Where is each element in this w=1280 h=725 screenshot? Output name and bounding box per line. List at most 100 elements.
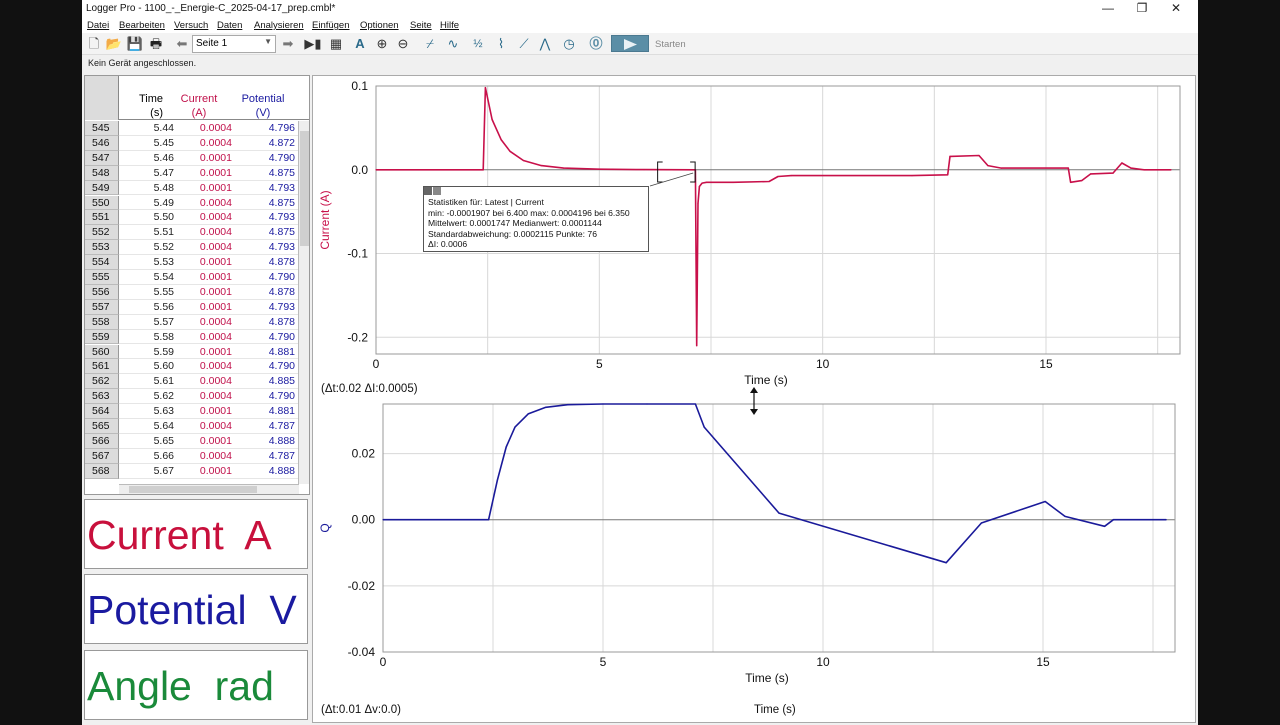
table-cell[interactable]: 5.63 <box>119 404 177 419</box>
linear-fit-icon[interactable]: ⟋ <box>519 36 529 51</box>
column-header-time[interactable]: Time (s) <box>103 92 163 120</box>
table-cell[interactable]: 5.44 <box>119 121 177 136</box>
table-row[interactable]: 549 5.48 0.0001 4.793 <box>85 180 298 196</box>
table-cell[interactable]: 4.881 <box>235 404 298 419</box>
table-row[interactable]: 556 5.55 0.0001 4.878 <box>85 284 298 300</box>
examine-icon[interactable]: ⌿ <box>426 36 434 51</box>
table-row[interactable]: 567 5.66 0.0004 4.787 <box>85 448 298 464</box>
table-row[interactable]: 561 5.60 0.0004 4.790 <box>85 359 298 375</box>
table-cell[interactable]: 5.56 <box>119 300 177 315</box>
calculator-icon[interactable]: ▦ <box>329 36 343 51</box>
resize-handle-icon[interactable] <box>748 386 760 416</box>
data-browser-icon[interactable]: ▶▮ <box>304 36 322 51</box>
table-cell[interactable]: 0.0004 <box>177 196 235 211</box>
table-cell[interactable]: 0.0001 <box>177 404 235 419</box>
table-cell[interactable]: 4.790 <box>235 330 298 345</box>
zoom-out-icon[interactable]: ⊖ <box>397 36 409 51</box>
zoom-in-icon[interactable]: ⊕ <box>376 36 388 51</box>
table-row[interactable]: 566 5.65 0.0001 4.888 <box>85 433 298 449</box>
tangent-icon[interactable]: ∿ <box>447 36 459 51</box>
table-cell[interactable]: 0.0001 <box>177 166 235 181</box>
menu-seite[interactable]: Seite <box>410 20 432 31</box>
table-row[interactable]: 558 5.57 0.0004 4.878 <box>85 314 298 330</box>
table-cell[interactable]: 4.875 <box>235 225 298 241</box>
table-cell[interactable]: 0.0001 <box>177 464 235 479</box>
statistics-icon[interactable]: ⌇ <box>497 36 505 51</box>
table-cell[interactable]: 4.796 <box>235 121 298 136</box>
table-row[interactable]: 565 5.64 0.0004 4.787 <box>85 419 298 434</box>
table-cell[interactable]: 4.878 <box>235 315 298 330</box>
column-header-potential[interactable]: Potential (V) <box>230 92 296 120</box>
options-icon[interactable] <box>433 187 441 195</box>
table-row[interactable]: 551 5.50 0.0004 4.793 <box>85 210 298 226</box>
menu-daten[interactable]: Daten <box>217 20 243 31</box>
data-table[interactable]: Time (s) Current (A) Potential (V) 545 5.… <box>84 75 310 495</box>
table-row[interactable]: 557 5.56 0.0001 4.793 <box>85 299 298 315</box>
table-row[interactable]: 555 5.54 0.0001 4.790 <box>85 270 298 285</box>
table-cell[interactable]: 5.61 <box>119 374 177 390</box>
table-cell[interactable]: 4.793 <box>235 300 298 315</box>
table-cell[interactable]: 0.0001 <box>177 151 235 166</box>
table-cell[interactable]: 4.790 <box>235 359 298 375</box>
menu-bearbeiten[interactable]: Bearbeiten <box>119 20 165 31</box>
table-cell[interactable]: 0.0001 <box>177 345 235 360</box>
table-cell[interactable]: 0.0001 <box>177 434 235 449</box>
table-cell[interactable]: 5.47 <box>119 166 177 181</box>
table-cell[interactable]: 5.55 <box>119 285 177 300</box>
table-row[interactable]: 564 5.63 0.0001 4.881 <box>85 404 298 419</box>
menu-einfuegen[interactable]: Einfügen <box>312 20 350 31</box>
table-cell[interactable]: 0.0004 <box>177 449 235 464</box>
table-cell[interactable]: 4.888 <box>235 434 298 449</box>
table-cell[interactable]: 5.54 <box>119 270 177 285</box>
restore-button[interactable]: ❐ <box>1136 1 1148 15</box>
table-cell[interactable]: 5.66 <box>119 449 177 464</box>
table-cell[interactable]: 0.0001 <box>177 300 235 315</box>
table-cell[interactable]: 0.0001 <box>177 270 235 285</box>
table-cell[interactable]: 5.50 <box>119 210 177 226</box>
table-cell[interactable]: 5.58 <box>119 330 177 345</box>
table-cell[interactable]: 5.59 <box>119 345 177 360</box>
minimize-button[interactable]: — <box>1102 1 1114 15</box>
table-row[interactable]: 554 5.53 0.0001 4.878 <box>85 255 298 270</box>
table-cell[interactable]: 4.875 <box>235 166 298 181</box>
charge-graph[interactable]: 0 5 10 15 0.02 0.00 -0.02 -0.04 Time (s) Q <box>313 402 1197 702</box>
table-cell[interactable]: 0.0001 <box>177 181 235 196</box>
table-cell[interactable]: 0.0004 <box>177 225 235 241</box>
page-selector[interactable]: Seite 1 ▼ <box>192 35 276 53</box>
table-cell[interactable]: 5.52 <box>119 240 177 256</box>
table-row[interactable]: 547 5.46 0.0001 4.790 <box>85 150 298 166</box>
table-cell[interactable]: 0.0004 <box>177 315 235 330</box>
table-row[interactable]: 545 5.44 0.0004 4.796 <box>85 121 298 136</box>
table-cell[interactable]: 0.0004 <box>177 136 235 151</box>
table-cell[interactable]: 4.878 <box>235 255 298 270</box>
table-row[interactable]: 550 5.49 0.0004 4.875 <box>85 195 298 211</box>
next-page-icon[interactable]: ➡ <box>282 36 294 51</box>
table-cell[interactable]: 4.881 <box>235 345 298 360</box>
table-cell[interactable]: 0.0004 <box>177 330 235 345</box>
statistics-box[interactable]: Statistiken für: Latest | Current min: -… <box>423 186 649 252</box>
collect-button[interactable] <box>611 35 649 52</box>
autoscale-icon[interactable]: A <box>355 36 365 51</box>
menu-hilfe[interactable]: Hilfe <box>440 20 460 31</box>
table-cell[interactable]: 4.888 <box>235 464 298 479</box>
table-cell[interactable]: 4.793 <box>235 181 298 196</box>
table-cell[interactable]: 5.65 <box>119 434 177 449</box>
table-row[interactable]: 548 5.47 0.0001 4.875 <box>85 165 298 181</box>
curve-fit-icon[interactable]: ⋀ <box>539 36 551 51</box>
save-icon[interactable]: 💾 <box>126 36 144 51</box>
table-cell[interactable]: 4.790 <box>235 270 298 285</box>
print-icon[interactable]: 🖶 <box>149 36 163 51</box>
table-cell[interactable]: 5.45 <box>119 136 177 151</box>
table-cell[interactable]: 4.790 <box>235 389 298 405</box>
column-header-current[interactable]: Current (A) <box>170 92 228 120</box>
prev-page-icon[interactable]: ⬅ <box>176 36 188 51</box>
table-cell[interactable]: 5.49 <box>119 196 177 211</box>
meter-current[interactable]: Current A <box>84 499 308 569</box>
table-row[interactable]: 562 5.61 0.0004 4.885 <box>85 374 298 390</box>
table-cell[interactable]: 0.0004 <box>177 419 235 434</box>
table-row[interactable]: 553 5.52 0.0004 4.793 <box>85 240 298 256</box>
table-cell[interactable]: 4.872 <box>235 136 298 151</box>
table-horizontal-scrollbar[interactable] <box>119 484 299 494</box>
table-cell[interactable]: 5.53 <box>119 255 177 270</box>
close-button[interactable]: ✕ <box>1170 1 1182 15</box>
